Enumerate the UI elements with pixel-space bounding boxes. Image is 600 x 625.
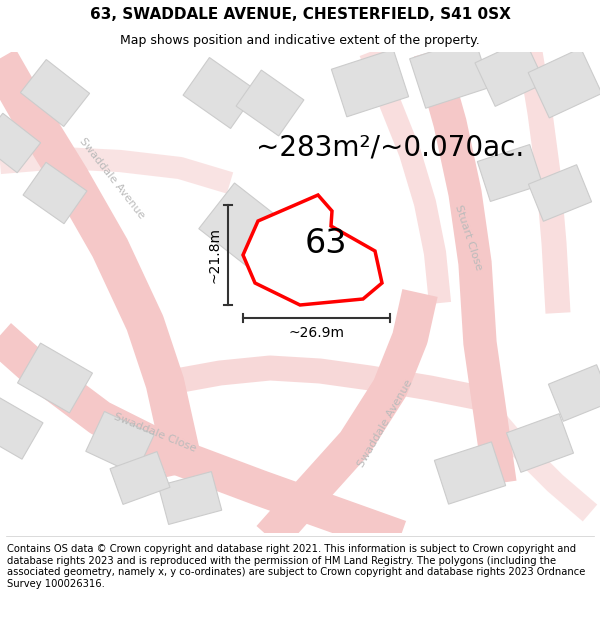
Text: ~283m²/~0.070ac.: ~283m²/~0.070ac.: [256, 134, 524, 162]
Text: Contains OS data © Crown copyright and database right 2021. This information is : Contains OS data © Crown copyright and d…: [7, 544, 586, 589]
Text: Map shows position and indicative extent of the property.: Map shows position and indicative extent…: [120, 34, 480, 47]
Bar: [478, 144, 542, 201]
Text: ~21.8m: ~21.8m: [208, 227, 222, 283]
Bar: [23, 162, 87, 224]
Text: Stuart Close: Stuart Close: [452, 204, 484, 272]
Text: Swaddale Avenue: Swaddale Avenue: [77, 136, 146, 220]
Text: 63, SWADDALE AVENUE, CHESTERFIELD, S41 0SX: 63, SWADDALE AVENUE, CHESTERFIELD, S41 0…: [89, 7, 511, 22]
Bar: [0, 113, 41, 173]
Bar: [529, 165, 592, 221]
Text: Swaddale Close: Swaddale Close: [112, 412, 197, 454]
Text: ~26.9m: ~26.9m: [289, 326, 344, 340]
Bar: [548, 365, 600, 421]
Bar: [475, 39, 545, 106]
Bar: [434, 442, 506, 504]
Text: Swaddale Avenue: Swaddale Avenue: [356, 378, 414, 469]
Text: 63: 63: [305, 227, 347, 260]
Bar: [0, 397, 43, 459]
Bar: [20, 59, 89, 126]
Bar: [86, 411, 154, 474]
Bar: [528, 48, 600, 118]
Bar: [410, 38, 490, 108]
Polygon shape: [243, 195, 382, 305]
Bar: [158, 472, 222, 524]
Bar: [506, 414, 574, 472]
Bar: [199, 183, 291, 273]
Bar: [17, 343, 92, 413]
Bar: [331, 49, 409, 117]
Bar: [110, 452, 170, 504]
Bar: [183, 58, 257, 129]
Bar: [236, 70, 304, 136]
